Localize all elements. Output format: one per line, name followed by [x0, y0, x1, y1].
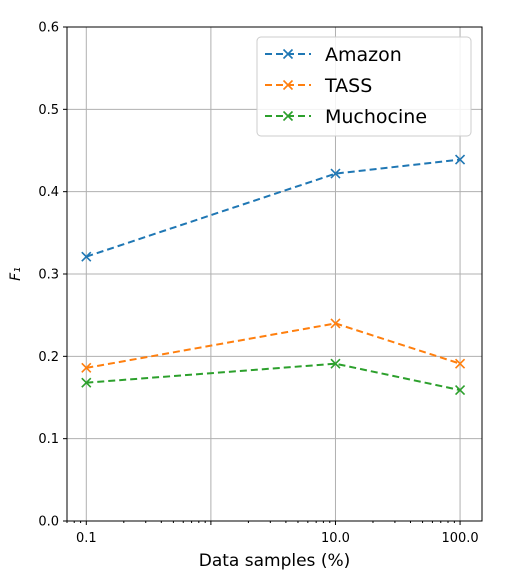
y-axis-label: F₁ — [8, 267, 24, 281]
y-tick-label: 0.0 — [38, 515, 59, 530]
legend: Amazon TASS Muchocine — [256, 36, 472, 137]
data-point — [454, 154, 466, 165]
series-muchocine — [81, 358, 466, 396]
y-tick-label: 0.5 — [38, 103, 59, 118]
y-tick-label: 0.1 — [38, 432, 59, 447]
series-line — [86, 362, 461, 392]
data-point — [330, 358, 341, 369]
legend-label: Amazon — [325, 44, 402, 66]
plot-frame — [66, 26, 483, 522]
y-tick-label: 0.6 — [38, 21, 59, 36]
series-line — [85, 158, 461, 258]
x-tick-label: 100.0 — [441, 531, 478, 546]
data-point — [81, 251, 92, 262]
data-point — [454, 358, 466, 369]
data-point — [330, 168, 341, 179]
y-tick-label: 0.3 — [38, 268, 59, 283]
legend-marker — [282, 110, 294, 122]
data-point — [81, 362, 92, 373]
legend-marker — [282, 48, 294, 60]
ticks: 0.0 0.1 0.2 0.3 0.4 0.5 0.6 0.1 10.0 100.0 — [38, 21, 478, 547]
legend-label: TASS — [324, 75, 372, 97]
legend-box — [256, 36, 472, 137]
data-point — [454, 385, 466, 396]
legend-marker — [282, 79, 294, 91]
y-tick-label: 0.2 — [38, 350, 59, 365]
series-amazon — [81, 154, 466, 262]
legend-label: Muchocine — [325, 106, 427, 128]
y-tick-label: 0.4 — [38, 185, 59, 200]
data-point — [81, 377, 92, 388]
x-axis-label: Data samples (%) — [199, 551, 350, 571]
series-tass — [81, 318, 466, 373]
series-line — [86, 322, 461, 369]
series-group — [81, 154, 466, 396]
x-tick-label: 0.1 — [76, 531, 97, 546]
x-tick-label: 10.0 — [321, 531, 350, 546]
data-point — [330, 318, 341, 329]
